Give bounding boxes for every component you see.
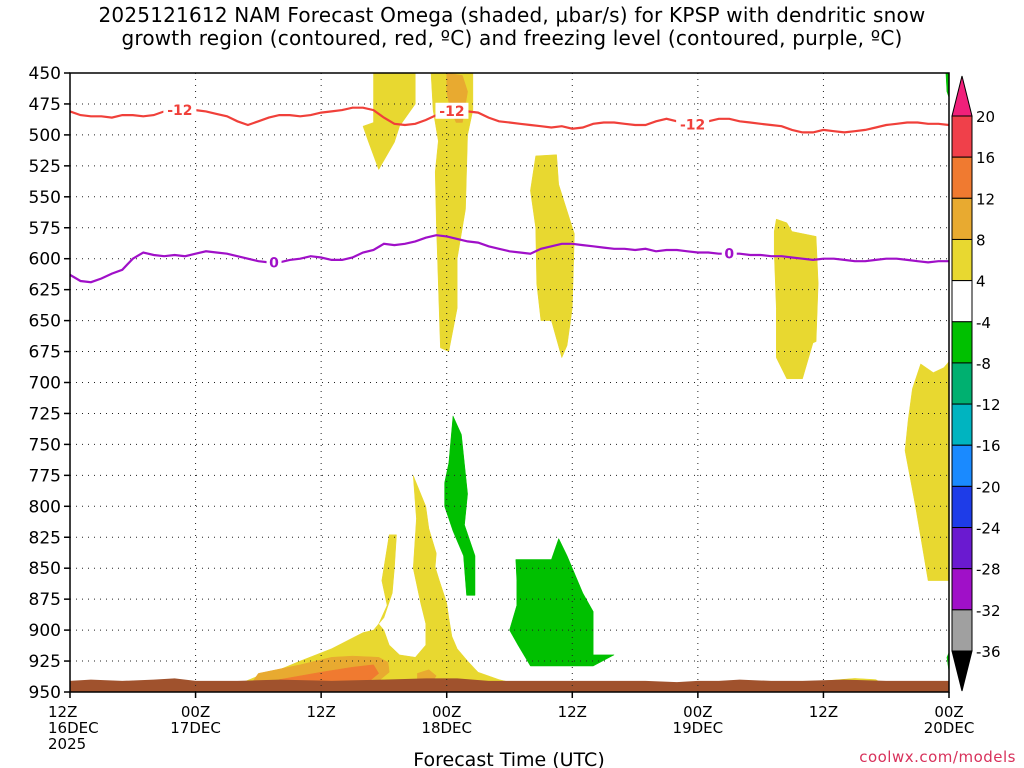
colorbar-bottom-triangle — [951, 650, 973, 692]
colorbar-swatch-6 — [951, 321, 973, 364]
omega-shade-13 — [509, 537, 615, 667]
colorbar-swatch-5 — [951, 280, 973, 323]
omega-shade-12 — [444, 414, 476, 596]
omega-shade-5 — [904, 361, 949, 581]
colorbar-swatch-12 — [951, 568, 973, 611]
y-tick-label-775: 775 — [29, 466, 61, 486]
chart-title: 2025121612 NAM Forecast Omega (shaded, µ… — [0, 4, 1024, 50]
y-tick-label-475: 475 — [29, 95, 61, 115]
terrain-fill — [70, 678, 949, 692]
colorbar-swatch-10 — [951, 485, 973, 529]
y-tick-label-725: 725 — [29, 404, 61, 424]
plot-frame — [69, 72, 950, 693]
colorbar-swatch-2 — [951, 156, 973, 199]
colorbar-swatch-3 — [951, 197, 973, 240]
y-tick-label-500: 500 — [29, 126, 61, 146]
x-tick-label-36-2: 18DEC — [421, 719, 472, 737]
x-tick-label-0-1: 12Z — [48, 703, 77, 721]
x-tick-label-12-2: 17DEC — [170, 719, 221, 737]
y-tick-label-675: 675 — [29, 343, 61, 363]
colorbar-swatch-8 — [951, 403, 973, 446]
contour-label-bg — [266, 254, 282, 271]
contour-label-1-3: -12 — [680, 117, 705, 133]
contour-line-1 — [70, 106, 949, 134]
x-tick-label-0-2: 16DEC — [48, 719, 99, 737]
colorbar-swatch-4 — [951, 238, 973, 282]
colorbar-label-5: 4 — [976, 273, 986, 291]
colorbar-label-10: -20 — [976, 478, 1001, 496]
colorbar: 20 16 12 8 4 -4 -8 -12 -16 -20 -24 -28 -32 -36 — [951, 75, 1001, 692]
chart-title-line-2: growth region (contoured, red, ºC) and f… — [121, 26, 903, 50]
contour-label-2-2: 0 — [724, 247, 734, 263]
chart-title-line-1: 2025121612 NAM Forecast Omega (shaded, µ… — [98, 3, 926, 27]
contour-label-1-2: -12 — [439, 104, 464, 120]
site-credit: coolwx.com/models — [859, 748, 1016, 766]
axis-layer: 450 475 500 525 550 575 600 625 650 675 700 725 750 7… — [29, 64, 975, 753]
y-tick-label-600: 600 — [29, 250, 61, 270]
plot-layer: -12 -12 -12 0 0 — [70, 73, 949, 692]
colorbar-swatch-1 — [951, 115, 973, 158]
x-tick-label-0-3: 2025 — [48, 735, 86, 753]
colorbar-label-13: -32 — [976, 602, 1001, 620]
y-tick-label-875: 875 — [29, 590, 61, 610]
x-tick-label-72-1: 12Z — [809, 703, 838, 721]
y-tick-label-575: 575 — [29, 219, 61, 239]
omega-shade-14 — [945, 73, 949, 98]
x-tick-label-60-2: 19DEC — [673, 719, 724, 737]
contour-label-bg — [435, 102, 469, 119]
colorbar-label-2: 16 — [976, 149, 995, 167]
y-tick-label-625: 625 — [29, 281, 61, 301]
y-tick-label-825: 825 — [29, 528, 61, 548]
colorbar-label-6: -4 — [976, 314, 991, 332]
x-tick-label-84-2: 20DEC — [924, 719, 975, 737]
y-tick-label-525: 525 — [29, 157, 61, 177]
colorbar-label-8: -12 — [976, 396, 1001, 414]
colorbar-label-3: 12 — [976, 190, 995, 208]
y-tick-label-450: 450 — [29, 64, 61, 84]
colorbar-swatch-11 — [951, 527, 973, 570]
y-tick-label-925: 925 — [29, 652, 61, 672]
colorbar-label-1: 20 — [976, 108, 995, 126]
y-tick-label-550: 550 — [29, 188, 61, 208]
colorbar-label-12: -28 — [976, 561, 1001, 579]
y-tick-label-800: 800 — [29, 497, 61, 517]
colorbar-top-triangle — [951, 75, 973, 117]
colorbar-swatch-9 — [951, 444, 973, 487]
contour-label-bg — [721, 245, 737, 262]
x-tick-label-36-1: 00Z — [432, 703, 461, 721]
contour-label-bg — [676, 116, 710, 133]
y-tick-label-700: 700 — [29, 374, 61, 394]
y-tick-label-900: 900 — [29, 621, 61, 641]
omega-shade-4 — [773, 218, 819, 380]
y-tick-label-750: 750 — [29, 435, 61, 455]
contour-label-1-1: -12 — [167, 103, 192, 119]
omega-shade-3 — [530, 154, 575, 359]
x-tick-label-24-1: 12Z — [306, 703, 335, 721]
contour-label-2-1: 0 — [269, 255, 279, 271]
colorbar-label-7: -8 — [976, 355, 991, 373]
colorbar-label-4: 8 — [976, 231, 986, 249]
y-tick-label-950: 950 — [29, 683, 61, 703]
x-axis-label: Forecast Time (UTC) — [413, 749, 604, 768]
colorbar-label-14: -36 — [976, 643, 1001, 661]
x-tick-label-48-1: 12Z — [558, 703, 587, 721]
x-tick-label-60-1: 00Z — [683, 703, 712, 721]
contour-line-2 — [70, 234, 949, 284]
colorbar-swatch-13 — [951, 609, 973, 652]
colorbar-label-11: -24 — [976, 520, 1001, 538]
y-tick-label-850: 850 — [29, 559, 61, 579]
plot-area: -12 -12 -12 0 0 — [70, 73, 949, 692]
x-tick-label-12-1: 00Z — [181, 703, 210, 721]
x-tick-label-84-1: 00Z — [934, 703, 963, 721]
omega-shade-6 — [216, 475, 541, 692]
colorbar-swatch-7 — [951, 362, 973, 405]
contour-label-bg — [163, 102, 197, 119]
colorbar-label-9: -16 — [976, 437, 1001, 455]
y-tick-label-650: 650 — [29, 312, 61, 332]
